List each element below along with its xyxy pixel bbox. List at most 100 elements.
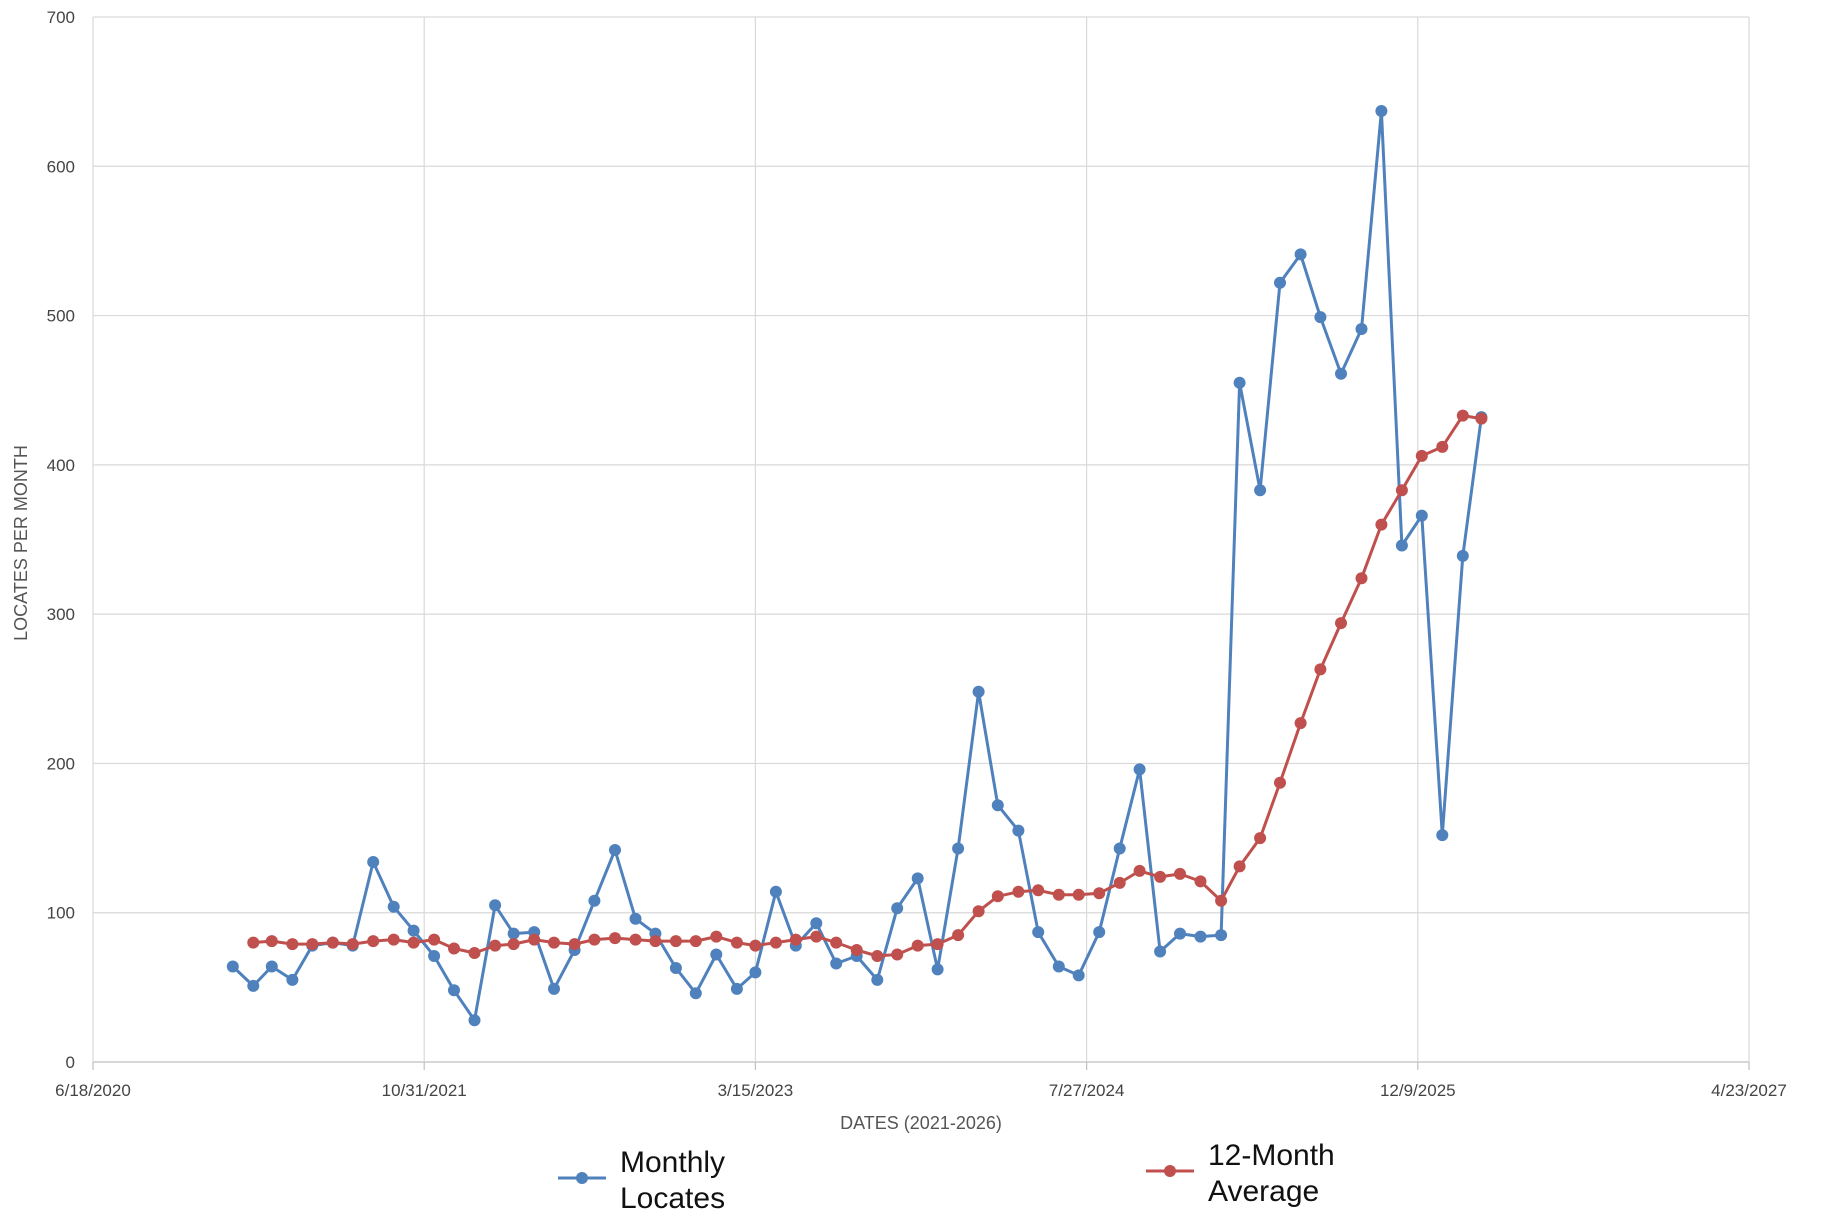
y-tick-label: 600: [47, 157, 75, 176]
data-point: [931, 963, 944, 976]
data-point: [810, 930, 823, 943]
data-point: [991, 799, 1004, 812]
data-point: [507, 927, 520, 940]
legend-item: 12-Month Average: [1146, 1139, 1335, 1208]
data-point: [1294, 248, 1307, 261]
data-point: [669, 962, 682, 974]
data-point: [588, 894, 601, 907]
data-point: [588, 933, 601, 946]
legend-item: Monthly Locates: [558, 1146, 725, 1215]
data-point: [1274, 776, 1286, 789]
data-point: [448, 942, 460, 955]
data-point: [286, 973, 299, 986]
data-point: [871, 950, 884, 962]
data-point: [1456, 409, 1469, 422]
legend-label: Monthly Locates: [620, 1146, 725, 1215]
data-point: [1294, 717, 1307, 730]
data-point: [306, 938, 319, 951]
data-point: [689, 987, 702, 1000]
data-point: [749, 939, 762, 952]
data-point: [387, 900, 400, 913]
data-point: [730, 982, 743, 995]
data-point: [1154, 870, 1167, 883]
legend: Monthly Locates 12-Month Average: [558, 1139, 1335, 1215]
data-point: [1113, 842, 1126, 855]
data-point: [1093, 926, 1106, 939]
x-tick-label: 3/15/2023: [718, 1081, 794, 1100]
data-point: [1335, 367, 1347, 380]
x-axis-title: DATES (2021-2026): [840, 1113, 1002, 1133]
series-2: [247, 409, 1488, 962]
data-point: [1194, 930, 1207, 943]
data-point: [1233, 376, 1246, 389]
data-point: [1233, 860, 1246, 873]
legend-label: 12-Month Average: [1208, 1139, 1335, 1208]
data-point: [911, 872, 924, 885]
data-point: [1314, 663, 1327, 676]
data-point: [1072, 888, 1085, 901]
data-point: [609, 844, 621, 856]
data-point: [1375, 105, 1388, 117]
data-point: [629, 912, 642, 925]
data-point: [1113, 876, 1126, 889]
data-point: [226, 960, 239, 973]
data-point: [991, 890, 1004, 903]
data-point: [1012, 824, 1025, 837]
data-point: [346, 938, 359, 951]
data-point: [1072, 969, 1085, 982]
data-point: [548, 982, 560, 995]
x-tick-label: 10/31/2021: [382, 1081, 467, 1100]
data-point: [286, 938, 299, 951]
data-point: [1395, 539, 1408, 552]
data-point: [952, 929, 965, 942]
series-line: [231, 109, 1483, 1022]
data-point: [749, 966, 762, 979]
data-point: [1194, 875, 1207, 888]
y-tick-label: 100: [47, 904, 75, 923]
data-point: [507, 938, 520, 951]
y-tick-label: 0: [66, 1053, 75, 1072]
data-point: [247, 979, 260, 992]
data-point: [387, 933, 400, 946]
data-point: [1254, 484, 1267, 497]
data-point: [1475, 412, 1488, 425]
data-point: [830, 936, 843, 949]
data-point: [1314, 311, 1327, 324]
data-point: [247, 936, 260, 949]
data-point: [649, 935, 662, 948]
x-tick-label: 7/27/2024: [1049, 1081, 1125, 1100]
data-point: [468, 947, 481, 959]
data-point: [609, 932, 621, 945]
data-point: [326, 936, 339, 949]
data-point: [548, 936, 560, 949]
data-point: [407, 924, 420, 937]
data-point: [1436, 829, 1449, 842]
data-point: [448, 984, 460, 997]
data-point: [1032, 926, 1045, 939]
data-point: [489, 899, 502, 912]
data-point: [1032, 884, 1045, 897]
data-point: [911, 939, 924, 952]
data-point: [1093, 887, 1106, 900]
data-point: [528, 933, 541, 946]
data-point: [489, 939, 502, 952]
y-tick-label: 400: [47, 456, 75, 475]
y-tick-label: 500: [47, 307, 75, 326]
data-point: [367, 856, 380, 868]
series-layer: [226, 105, 1488, 1027]
data-point: [1375, 518, 1388, 531]
data-point: [1395, 484, 1408, 497]
data-point: [1174, 867, 1186, 880]
series-1: [226, 105, 1488, 1027]
data-point: [710, 948, 723, 961]
data-point: [1415, 509, 1428, 522]
data-point: [931, 938, 944, 951]
data-point: [850, 944, 863, 956]
data-point: [1133, 864, 1146, 877]
data-point: [891, 902, 904, 915]
data-point: [428, 950, 441, 962]
data-point: [669, 935, 682, 948]
data-point: [689, 935, 702, 948]
data-point: [952, 842, 965, 855]
